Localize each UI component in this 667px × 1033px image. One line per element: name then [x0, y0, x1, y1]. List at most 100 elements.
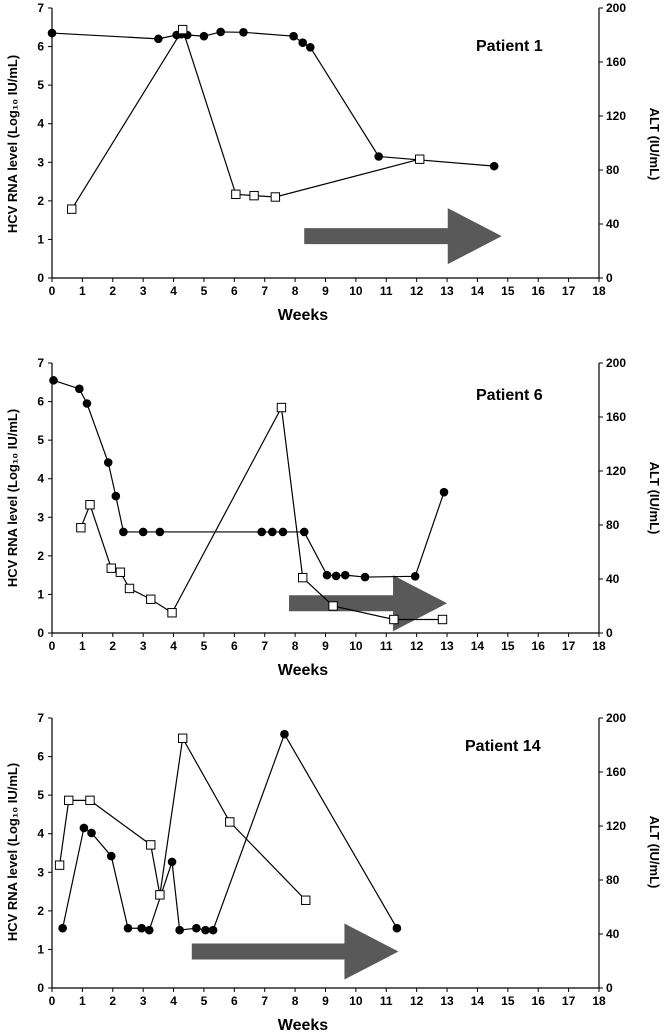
patient-1-y2-tick-label: 0: [606, 271, 613, 285]
patient-6-x-tick-label: 8: [292, 639, 299, 653]
patient-14-x-tick-label: 12: [410, 994, 424, 1008]
patient-14-rna-point: [175, 925, 184, 935]
patient-14-rna-point: [123, 923, 133, 933]
patient-1-y-tick-label: 6: [37, 40, 44, 54]
patient-6-rna-point: [103, 458, 113, 467]
patient-1-y2-axis-title: ALT (IU/mL): [647, 108, 662, 181]
patient-1-x-tick-label: 13: [440, 284, 454, 298]
patient-6-x-tick-label: 2: [109, 639, 116, 653]
patient-14-x-tick-label: 16: [532, 994, 546, 1008]
patient-6-rna-point: [439, 487, 449, 497]
patient-6-alt-point: [146, 594, 156, 604]
patient-14-y-tick-label: 1: [37, 942, 44, 956]
patient-1-y-axis-title: HCV RNA level (Log₁₀ IU/mL): [5, 55, 20, 233]
patient-6-alt-point: [115, 567, 126, 577]
patient-6-y2-tick-label: 120: [606, 464, 626, 478]
patient-1-alt-line: [71, 28, 420, 210]
patient-6-alt-line: [80, 405, 443, 621]
patient-1-rna-point: [489, 161, 499, 171]
patient-14-rna-point: [137, 923, 146, 933]
patient-1-y-tick-label: 3: [37, 155, 44, 169]
patient-6-y-tick-label: 7: [37, 356, 44, 370]
patient-14-rna-point: [201, 925, 210, 935]
patient-14-x-tick-label: 1: [79, 994, 86, 1008]
patient-14-y-tick-label: 0: [37, 981, 44, 995]
patient-6-x-tick-label: 10: [349, 639, 363, 653]
patient-1-x-tick-label: 10: [349, 284, 363, 298]
patient-6-x-tick-label: 16: [532, 639, 546, 653]
patient-14-alt-point: [146, 840, 156, 850]
patient-14-y-tick-label: 6: [37, 750, 44, 764]
patient-6-y-axis-title: HCV RNA level (Log₁₀ IU/mL): [5, 409, 20, 587]
patient-6-x-tick-label: 14: [471, 639, 485, 653]
patient-1-rna-point: [289, 31, 298, 41]
patient-6-x-tick-label: 7: [261, 639, 268, 653]
patient-1-rna-point: [199, 31, 209, 41]
patient-14-y2-axis-title: ALT (IU/mL): [647, 816, 662, 889]
patient-6-rna-point: [410, 572, 420, 581]
patient-1-x-tick-label: 7: [261, 284, 268, 298]
patient-1-y-tick-label: 2: [37, 194, 44, 208]
patient-14-x-tick-label: 14: [471, 994, 485, 1008]
patient-6-rna-point: [82, 399, 92, 408]
patient-14-alt-point: [54, 860, 65, 870]
patient-14-x-tick-label: 17: [562, 994, 576, 1008]
patient-14-x-tick-label: 0: [49, 994, 56, 1008]
patient-1-x-tick-label: 1: [79, 284, 86, 298]
patient-1-x-tick-label: 8: [292, 284, 299, 298]
patient-1-alt-point: [231, 189, 241, 200]
patient-1-treatment-arrow: [304, 208, 502, 265]
patient-14-y-tick-label: 7: [37, 711, 44, 725]
patient-6-y-tick-label: 0: [37, 626, 44, 640]
patient-6-treatment-arrow: [289, 575, 448, 632]
patient-14-alt-line: [59, 736, 307, 901]
patient-6-y2-tick-label: 160: [606, 410, 626, 424]
patient-14-x-tick-label: 15: [501, 994, 515, 1008]
patient-14-y2-tick-label: 200: [606, 711, 626, 725]
patient-6-rna-point: [278, 527, 288, 537]
patient-14-rna-point: [87, 828, 96, 838]
patient-6-y2-tick-label: 40: [606, 572, 620, 586]
patient-14-rna-point: [280, 729, 289, 739]
patient-14-alt-point: [301, 895, 311, 905]
patient-1-alt-point: [67, 204, 77, 214]
patient-14-y-tick-label: 2: [37, 904, 44, 918]
patient-1-x-tick-label: 0: [49, 284, 56, 298]
patient-1-title: Patient 1: [476, 38, 543, 55]
patient-6-x-tick-label: 0: [49, 639, 56, 653]
patient-1-x-tick-label: 14: [471, 284, 485, 298]
patient-14-x-tick-label: 13: [440, 994, 454, 1008]
patient-6-rna-point: [111, 491, 121, 501]
patient-14-x-tick-label: 11: [380, 994, 393, 1008]
patient-6-alt-point: [389, 614, 399, 625]
patient-14-y-axis-title: HCV RNA level (Log₁₀ IU/mL): [5, 763, 20, 941]
patient-6-x-tick-label: 4: [170, 639, 177, 653]
patient-14-rna-point: [392, 923, 402, 933]
patient-6-alt-point: [167, 608, 177, 618]
patient-6-alt-point: [328, 601, 338, 611]
patient-14-rna-point: [58, 923, 67, 933]
patient-6-y-tick-label: 6: [37, 395, 44, 409]
patient-1-y-tick-label: 5: [37, 78, 44, 92]
patient-14-x-tick-label: 4: [170, 994, 177, 1008]
patient-6-x-tick-label: 15: [501, 639, 515, 653]
patient-1-alt-point: [270, 192, 281, 202]
patient-1-x-tick-label: 3: [140, 284, 147, 298]
patient-6-x-tick-label: 1: [79, 639, 86, 653]
patient-6-x-tick-label: 6: [231, 639, 238, 653]
patient-6-rna-point: [322, 570, 332, 580]
patient-6-rna-point: [138, 527, 148, 537]
patient-6-y-tick-label: 1: [37, 587, 44, 601]
patient-6-x-axis-title: Weeks: [278, 662, 329, 679]
patient-6-y-tick-label: 5: [37, 433, 44, 447]
patient-14-y2-tick-label: 40: [606, 927, 620, 941]
patient-14-chart: Patient 14 Weeks HCV RNA level (Log₁₀ IU…: [5, 711, 662, 1033]
patient-1-x-tick-label: 6: [231, 284, 238, 298]
patient-1-x-tick-label: 9: [322, 284, 329, 298]
patient-14-y-tick-label: 4: [37, 827, 44, 841]
patient-1-x-tick-label: 2: [109, 284, 116, 298]
patient-14-rna-point: [208, 925, 218, 935]
patient-1-alt-point: [177, 24, 188, 35]
patient-14-y-tick-label: 3: [37, 865, 44, 879]
patient-1-y2-tick-label: 200: [606, 1, 626, 15]
